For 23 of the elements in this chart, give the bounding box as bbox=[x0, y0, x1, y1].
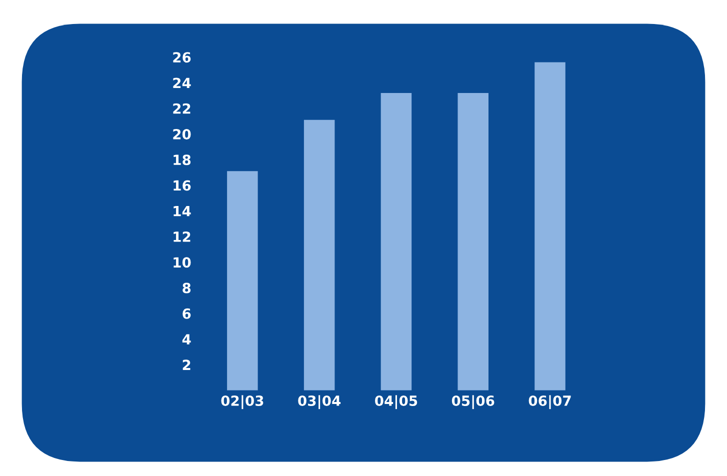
bar bbox=[458, 93, 488, 390]
x-tick-label: 06|07 bbox=[528, 395, 571, 410]
y-tick-label: 8 bbox=[182, 282, 191, 294]
y-tick-label: 14 bbox=[174, 206, 191, 216]
bar bbox=[380, 93, 412, 390]
y-tick-label: 4 bbox=[182, 334, 191, 344]
bar bbox=[227, 171, 258, 390]
y-tick-label: 22 bbox=[173, 103, 190, 114]
x-tick-label: 03|04 bbox=[298, 395, 341, 410]
y-tick-label: 20 bbox=[173, 128, 191, 140]
y-tick-label: 16 bbox=[174, 180, 191, 191]
y-tick-label: 2 bbox=[182, 360, 190, 370]
x-tick-label: 05|06 bbox=[452, 395, 494, 410]
bar bbox=[304, 120, 335, 390]
y-tick-label: 18 bbox=[174, 154, 191, 166]
y-tick-label: 10 bbox=[174, 257, 191, 268]
y-tick-label: 24 bbox=[173, 78, 191, 88]
y-tick-label: 6 bbox=[182, 308, 191, 319]
bar bbox=[534, 62, 566, 390]
y-tick-label: 12 bbox=[174, 232, 190, 242]
x-tick-label: 04|05 bbox=[375, 395, 418, 410]
x-tick-label: 02|03 bbox=[221, 395, 264, 410]
y-tick-label: 26 bbox=[173, 52, 191, 63]
